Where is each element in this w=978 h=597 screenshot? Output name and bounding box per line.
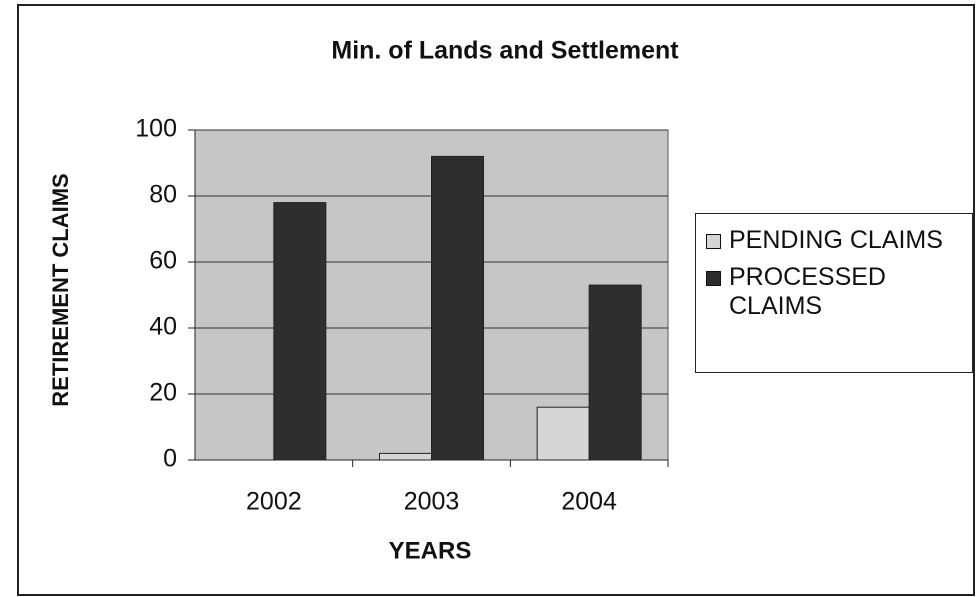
legend-swatch [706, 234, 721, 249]
y-tick-label: 100 [135, 115, 177, 143]
y-tick-label: 60 [149, 247, 177, 275]
bar [536, 406, 590, 461]
chart-title: Min. of Lands and Settlement [331, 37, 679, 65]
y-tick-label: 0 [163, 445, 177, 473]
bar [588, 284, 642, 461]
legend-item: PENDING CLAIMS [704, 226, 964, 255]
legend-item: PROCESSED CLAIMS [704, 263, 964, 321]
bar [379, 452, 432, 461]
legend-swatch [706, 271, 721, 286]
y-tick-label: 80 [149, 181, 177, 209]
legend: PENDING CLAIMS PROCESSED CLAIMS [695, 213, 973, 373]
y-tick-label: 20 [149, 379, 177, 407]
y-axis-label: RETIREMENT CLAIMS [48, 173, 73, 406]
legend-label: PROCESSED CLAIMS [729, 263, 886, 320]
x-tick-label: 2002 [246, 488, 302, 516]
frame [17, 4, 975, 596]
x-tick-label: 2004 [561, 488, 617, 516]
bar [431, 155, 484, 461]
y-tick-label: 40 [149, 313, 177, 341]
legend-label: PENDING CLAIMS [729, 226, 943, 254]
x-tick-label: 2003 [404, 488, 460, 516]
bar [273, 202, 327, 461]
x-axis-label: YEARS [389, 537, 472, 564]
